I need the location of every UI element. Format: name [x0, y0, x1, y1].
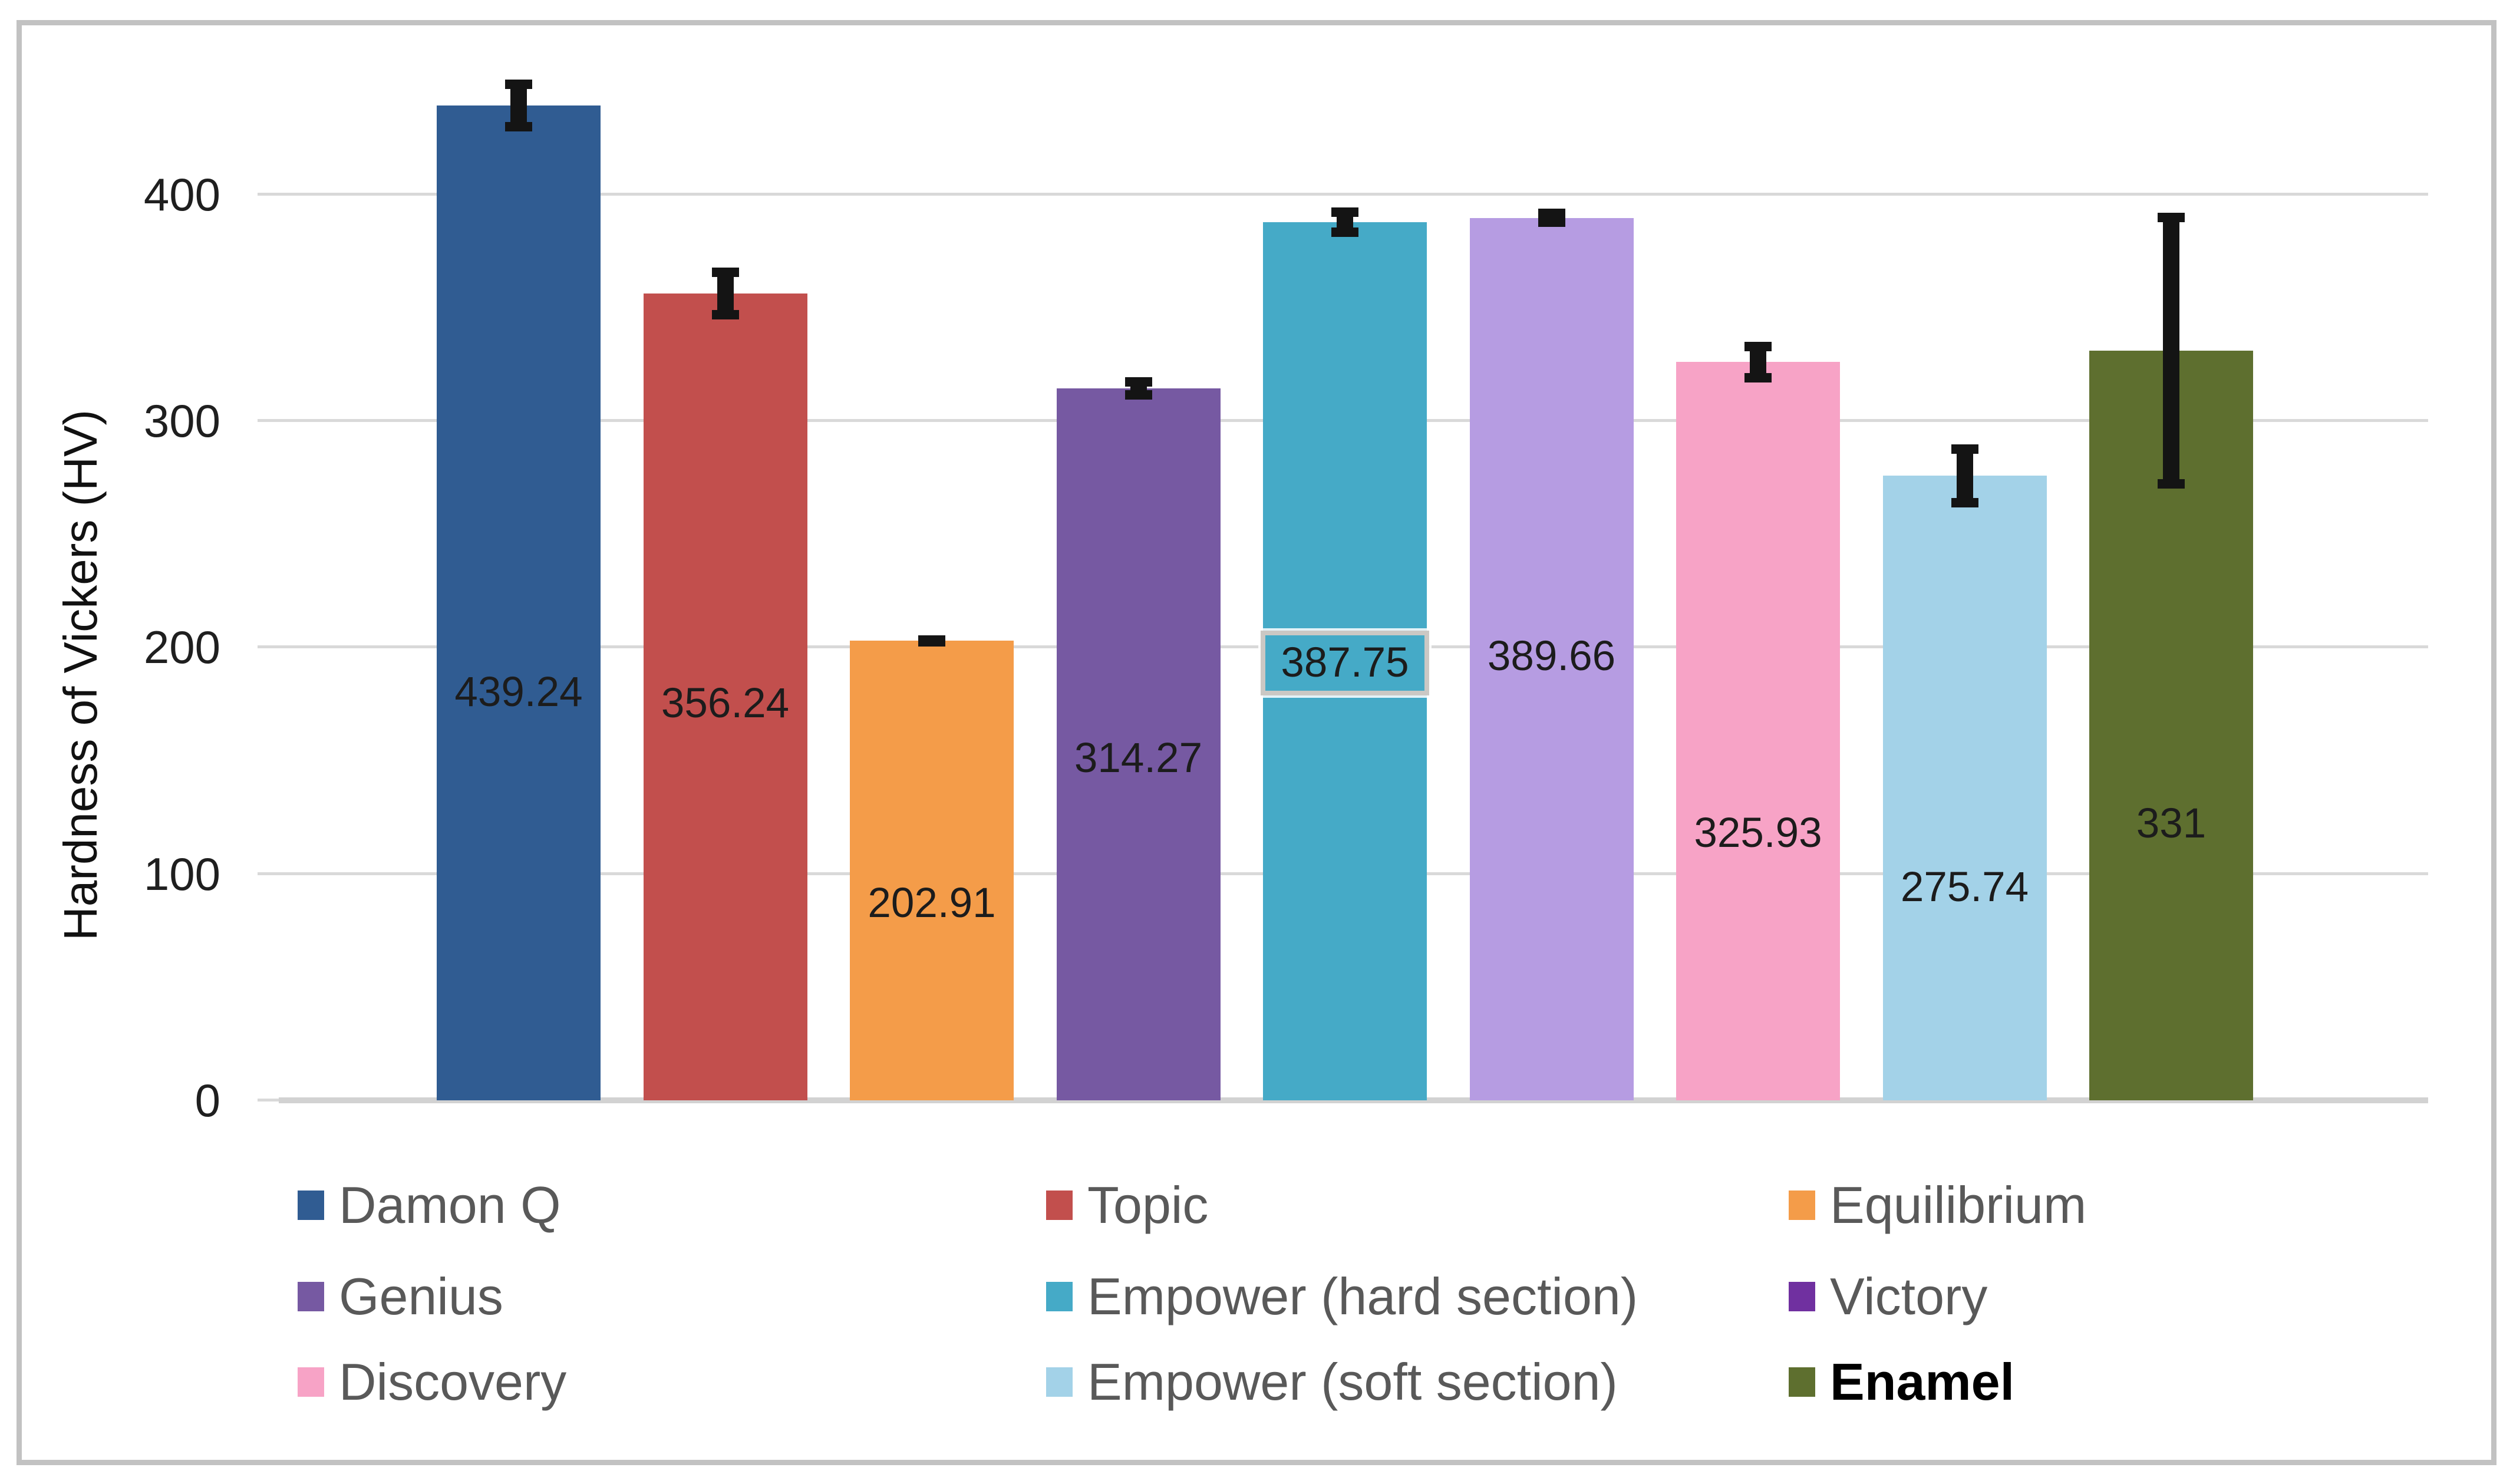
y-tick-mark-400 [258, 192, 279, 196]
legend-swatch-enamel[interactable] [1789, 1367, 1815, 1397]
bar-damon-q[interactable] [437, 105, 601, 1100]
legend-swatch-empower-soft-section[interactable] [1046, 1367, 1073, 1397]
bar-victory[interactable] [1469, 217, 1634, 1100]
x-axis-line [279, 1097, 2428, 1103]
error-bar-cap-bottom-damon-q [505, 122, 532, 132]
bar-equilibrium[interactable] [850, 641, 1014, 1100]
y-tick-label-400[interactable]: 400 [143, 168, 220, 220]
legend-swatch-empower-hard-section[interactable] [1046, 1282, 1073, 1311]
chart-frame [17, 20, 2496, 1465]
legend-label-damon-q[interactable]: Damon Q [339, 1176, 561, 1234]
legend-swatch-topic[interactable] [1046, 1191, 1073, 1220]
data-label-enamel[interactable]: 331 [2136, 800, 2207, 847]
data-label-victory[interactable]: 389.66 [1487, 632, 1616, 680]
y-tick-mark-300 [258, 419, 279, 423]
error-bar-cap-top-discovery [1744, 341, 1772, 351]
data-label-damon-q[interactable]: 439.24 [454, 669, 583, 716]
legend-label-equilibrium[interactable]: Equilibrium [1830, 1176, 2087, 1234]
y-tick-label-300[interactable]: 300 [143, 395, 220, 447]
legend-label-discovery[interactable]: Discovery [339, 1353, 567, 1411]
legend-label-victory[interactable]: Victory [1830, 1267, 1988, 1325]
legend-swatch-victory[interactable] [1789, 1282, 1815, 1311]
error-bar-cap-bottom-genius [1124, 390, 1152, 400]
bar-empower-soft-section[interactable] [1882, 476, 2047, 1100]
gridline-400 [279, 192, 2428, 196]
legend-swatch-discovery[interactable] [298, 1367, 324, 1397]
data-label-empower-soft-section[interactable]: 275.74 [1900, 863, 2029, 911]
error-bar-cap-bottom-victory [1538, 217, 1565, 227]
error-bar-cap-bottom-discovery [1744, 373, 1772, 383]
error-bar-line-enamel [2163, 212, 2179, 489]
legend-swatch-genius[interactable] [298, 1282, 324, 1311]
error-bar-cap-top-empower-soft-section [1951, 444, 1978, 454]
error-bar-cap-bottom-equilibrium [918, 637, 945, 647]
y-tick-label-200[interactable]: 200 [143, 621, 220, 674]
legend-swatch-damon-q[interactable] [298, 1191, 324, 1220]
y-tick-mark-100 [258, 872, 279, 875]
error-bar-cap-bottom-topic [711, 310, 739, 320]
bar-genius[interactable] [1056, 388, 1221, 1100]
error-bar-cap-top-damon-q [505, 79, 532, 89]
legend-swatch-equilibrium[interactable] [1789, 1191, 1815, 1220]
error-bar-cap-top-empower-hard-section [1331, 207, 1358, 217]
error-bar-line-empower-soft-section [1956, 444, 1973, 508]
y-tick-label-100[interactable]: 100 [143, 847, 220, 900]
error-bar-cap-bottom-empower-soft-section [1951, 498, 1978, 508]
data-label-equilibrium[interactable]: 202.91 [868, 879, 996, 926]
y-tick-mark-200 [258, 645, 279, 649]
y-tick-label-0[interactable]: 0 [194, 1074, 220, 1126]
data-label-genius[interactable]: 314.27 [1074, 734, 1203, 781]
data-label-discovery[interactable]: 325.93 [1694, 809, 1822, 856]
error-bar-cap-bottom-enamel [2158, 479, 2185, 489]
bar-empower-hard-section[interactable] [1263, 222, 1427, 1100]
legend-label-enamel[interactable]: Enamel [1830, 1353, 2015, 1411]
error-bar-cap-top-victory [1538, 209, 1565, 219]
legend-label-topic[interactable]: Topic [1087, 1176, 1209, 1234]
data-label-selection-box[interactable] [1261, 631, 1429, 696]
data-label-topic[interactable]: 356.24 [661, 680, 790, 727]
error-bar-cap-top-topic [711, 267, 739, 277]
error-bar-cap-top-enamel [2158, 212, 2185, 222]
y-tick-mark-0 [258, 1099, 279, 1102]
bar-discovery[interactable] [1676, 362, 1840, 1100]
error-bar-cap-bottom-empower-hard-section [1331, 227, 1358, 237]
bar-topic[interactable] [643, 293, 807, 1100]
data-label-empower-hard-section[interactable]: 387.75 [1281, 639, 1409, 687]
legend-label-empower-soft-section[interactable]: Empower (soft section) [1087, 1353, 1618, 1411]
error-bar-cap-top-genius [1124, 377, 1152, 387]
legend-label-genius[interactable]: Genius [339, 1267, 503, 1325]
legend-label-empower-hard-section[interactable]: Empower (hard section) [1087, 1267, 1638, 1325]
